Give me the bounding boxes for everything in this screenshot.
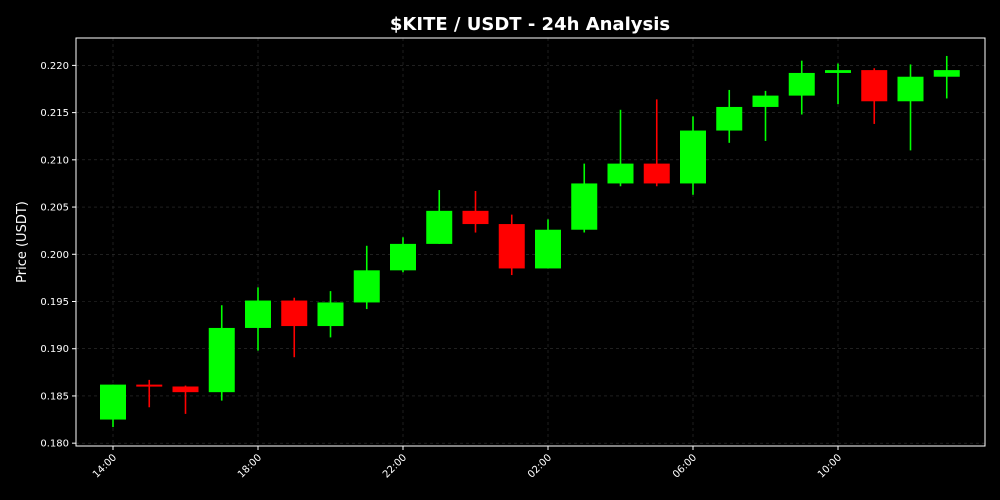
y-tick-label: 0.210 <box>40 155 69 166</box>
y-tick-label: 0.180 <box>40 439 69 450</box>
candle-body <box>281 300 308 327</box>
y-axis-label: Price (USDT) <box>15 201 30 283</box>
candle-down <box>136 379 163 408</box>
candle-body <box>353 270 380 303</box>
candle-body <box>208 327 235 393</box>
y-tick-label: 0.200 <box>40 250 69 261</box>
candle-down <box>643 99 670 187</box>
candle-up <box>752 90 779 141</box>
candle-body <box>535 229 561 269</box>
candle-body <box>680 130 706 184</box>
candle-up <box>535 219 561 269</box>
candle-up <box>571 163 598 233</box>
candle-body <box>426 210 453 244</box>
y-tick-label: 0.205 <box>40 203 69 214</box>
candle-up <box>317 291 344 338</box>
candle-up <box>245 287 271 351</box>
y-axis: 0.180 0.185 0.190 0.195 0.200 0.205 0.210 0.215… <box>40 61 76 450</box>
candle-up <box>390 237 416 273</box>
candle-up <box>426 190 453 244</box>
candle-up <box>788 60 815 115</box>
candle-body <box>933 70 960 77</box>
candle-body <box>788 72 815 96</box>
candle-up <box>933 55 960 99</box>
candle-up <box>607 109 634 187</box>
candle-down <box>172 385 199 414</box>
y-tick-label: 0.220 <box>40 61 69 72</box>
y-tick-label: 0.195 <box>40 297 69 308</box>
candle-down <box>462 191 489 233</box>
candle-body <box>100 384 126 420</box>
candle-body <box>752 95 779 107</box>
candle-body <box>245 300 271 328</box>
candle-up <box>680 116 706 195</box>
candle-body <box>825 70 851 73</box>
candle-body <box>861 70 888 102</box>
candle-up <box>208 305 235 401</box>
candle-body <box>136 384 163 387</box>
candle-up <box>100 384 126 428</box>
plot-frame <box>75 37 986 447</box>
y-tick-label: 0.215 <box>40 108 69 119</box>
candle-down <box>498 214 525 276</box>
y-tick-label: 0.185 <box>40 391 69 402</box>
candle-body <box>607 163 634 184</box>
candle-body <box>897 76 924 102</box>
candle-up <box>353 245 380 310</box>
candle-body <box>317 302 344 327</box>
candle-body <box>716 106 743 131</box>
y-tick-label: 0.190 <box>40 344 69 355</box>
candle-down <box>861 68 888 124</box>
candles <box>100 55 960 428</box>
candle-body <box>390 243 416 271</box>
candle-down <box>281 297 308 358</box>
candle-up <box>825 63 851 105</box>
candle-up <box>716 89 743 143</box>
candle-body <box>498 224 525 269</box>
candle-body <box>172 386 199 393</box>
candle-body <box>571 183 598 230</box>
candle-body <box>643 163 670 184</box>
candle-up <box>897 64 924 151</box>
candle-body <box>462 210 489 225</box>
chart-title: $KITE / USDT - 24h Analysis <box>390 14 670 35</box>
